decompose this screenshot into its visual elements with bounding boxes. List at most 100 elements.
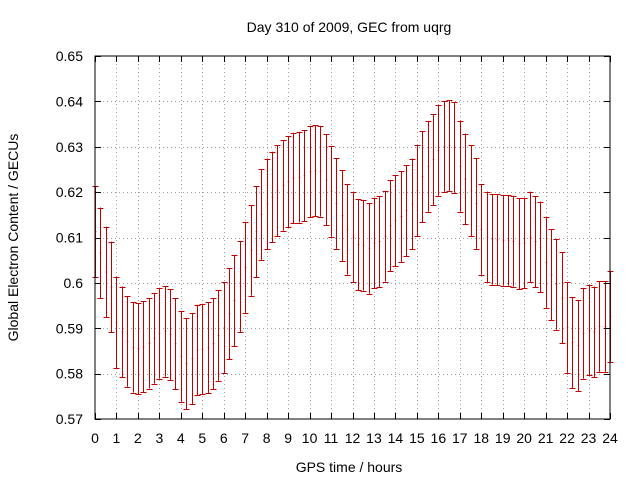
data-point: [405, 209, 408, 212]
error-bar: [457, 120, 464, 213]
data-point: [271, 196, 274, 198]
error-bar: [280, 139, 287, 232]
error-bar: [269, 151, 276, 243]
data-point: [427, 165, 430, 168]
error-bar: [146, 297, 153, 390]
data-point: [191, 357, 194, 360]
data-point: [523, 242, 526, 244]
data-point: [158, 332, 161, 335]
y-tick-label: 0.65: [56, 48, 83, 64]
x-axis-label: GPS time / hours: [296, 459, 403, 475]
data-point: [298, 176, 301, 178]
data-point: [545, 261, 548, 264]
error-bar: [205, 302, 212, 394]
data-point: [244, 266, 247, 269]
error-bar: [398, 171, 405, 263]
data-point: [555, 283, 558, 286]
error-bar: [553, 238, 560, 331]
data-point: [212, 342, 215, 345]
data-point: [121, 331, 124, 333]
data-point: [571, 341, 574, 344]
error-bar: [564, 281, 571, 374]
error-bar: [97, 207, 104, 299]
x-tick-label: 5: [198, 430, 206, 446]
error-bar: [548, 229, 555, 321]
data-point: [512, 240, 515, 242]
error-bar: [484, 191, 491, 283]
data-point: [400, 215, 403, 218]
y-tick-label: 0.63: [56, 139, 83, 155]
data-point: [534, 240, 537, 243]
error-bar: [586, 284, 593, 376]
axis-ticks: 0 1 2 3 4 5 6 7 8 9 10 11 12 13 14 15 16 17 18 19 20 21 22 23 24…: [56, 48, 618, 446]
error-bar: [108, 241, 115, 333]
data-point: [470, 189, 473, 192]
data-point: [577, 344, 580, 347]
data-point: [239, 285, 242, 288]
x-tick-label: 14: [388, 430, 404, 446]
data-point: [276, 189, 279, 192]
data-point: [357, 243, 360, 246]
data-point: [362, 244, 365, 247]
error-bar: [172, 298, 179, 390]
data-point: [496, 238, 499, 241]
error-bar: [264, 158, 271, 250]
data-point: [148, 342, 151, 345]
error-bar: [355, 199, 362, 291]
error-bar: [451, 101, 458, 194]
data-point: [486, 236, 489, 238]
data-point: [593, 331, 596, 333]
plot-frame: [94, 55, 611, 420]
data-point: [110, 286, 113, 288]
error-bar: [119, 286, 126, 378]
data-point: [539, 246, 542, 248]
x-tick-label: 9: [284, 430, 292, 446]
error-bar: [468, 145, 475, 237]
data-point: [459, 165, 462, 168]
x-tick-label: 18: [473, 430, 489, 446]
chart-title: Day 310 of 2009, GEC from uqrg: [247, 19, 452, 35]
error-bar: [494, 194, 501, 286]
error-bar: [376, 196, 383, 288]
data-point: [169, 333, 172, 336]
x-tick-label: 10: [302, 430, 318, 446]
data-point: [566, 326, 569, 329]
x-tick-label: 8: [263, 430, 271, 446]
x-tick-label: 7: [241, 430, 249, 446]
data-point: [115, 322, 118, 324]
y-tick-label: 0.64: [56, 93, 83, 109]
error-bar: [527, 191, 534, 283]
data-point: [464, 178, 467, 180]
data-point: [432, 158, 435, 161]
x-tick-label: 23: [581, 430, 597, 446]
x-tick-label: 22: [559, 430, 575, 446]
data-point: [491, 238, 494, 241]
error-bar: [226, 268, 233, 360]
error-bar: [510, 195, 517, 288]
error-bar: [290, 132, 297, 224]
data-point: [174, 342, 177, 345]
error-bar: [392, 175, 399, 267]
error-bar: [199, 303, 206, 395]
error-bar: [516, 198, 523, 290]
x-tick-label: 2: [134, 430, 142, 446]
data-point: [217, 334, 220, 337]
error-bar: [231, 255, 238, 347]
error-bar: [435, 105, 442, 197]
error-bar: [360, 199, 367, 292]
error-bar: [317, 125, 324, 218]
error-bar: [151, 292, 158, 385]
data-point: [266, 203, 269, 205]
data-point: [105, 271, 108, 273]
data-point: [153, 337, 156, 340]
y-tick-label: 0.57: [56, 411, 83, 427]
data-point: [453, 146, 456, 149]
error-bar: [409, 158, 416, 250]
error-bar: [414, 145, 421, 237]
error-bar: [189, 313, 196, 405]
error-bar: [425, 120, 432, 213]
data-point: [196, 349, 199, 351]
y-tick-label: 0.61: [56, 230, 83, 246]
error-bar: [248, 204, 255, 297]
data-point: [255, 230, 258, 233]
